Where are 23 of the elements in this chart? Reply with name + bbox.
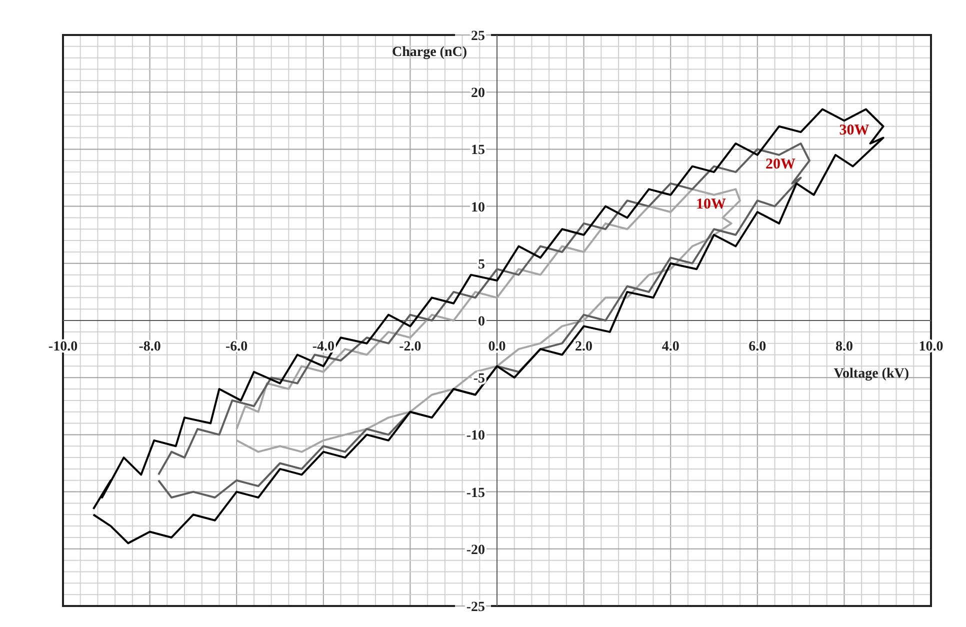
x-axis-title: Voltage (kV) (834, 366, 910, 382)
series-label: 30W (839, 122, 870, 138)
x-tick-label: -4.0 (312, 340, 334, 354)
x-tick-label: 2.0 (575, 340, 593, 354)
y-tick-label: -20 (466, 542, 485, 558)
y-tick-label: -15 (466, 486, 485, 501)
y-tick-label: 15 (471, 143, 485, 158)
y-tick-label: -10 (466, 428, 485, 444)
y-tick-label: -5 (473, 372, 485, 387)
y-tick-label: 20 (471, 86, 485, 102)
x-tick-label: 6.0 (748, 340, 766, 354)
x-tick-label: -2.0 (399, 340, 422, 354)
series-label: 20W (765, 156, 796, 173)
y-tick-label: 5 (478, 257, 485, 272)
y-tick-label: 25 (471, 29, 485, 44)
x-tick-label: -8.0 (138, 340, 161, 354)
y-axis-title: Charge (nC) (392, 45, 468, 60)
y-tick-label: 10 (471, 200, 485, 216)
y-tick-label: -25 (466, 600, 485, 615)
series-label: 10W (696, 196, 726, 213)
x-tick-label: -6.0 (226, 340, 248, 354)
x-tick-label: 4.0 (662, 340, 680, 354)
x-tick-label: 8.0 (835, 340, 853, 354)
